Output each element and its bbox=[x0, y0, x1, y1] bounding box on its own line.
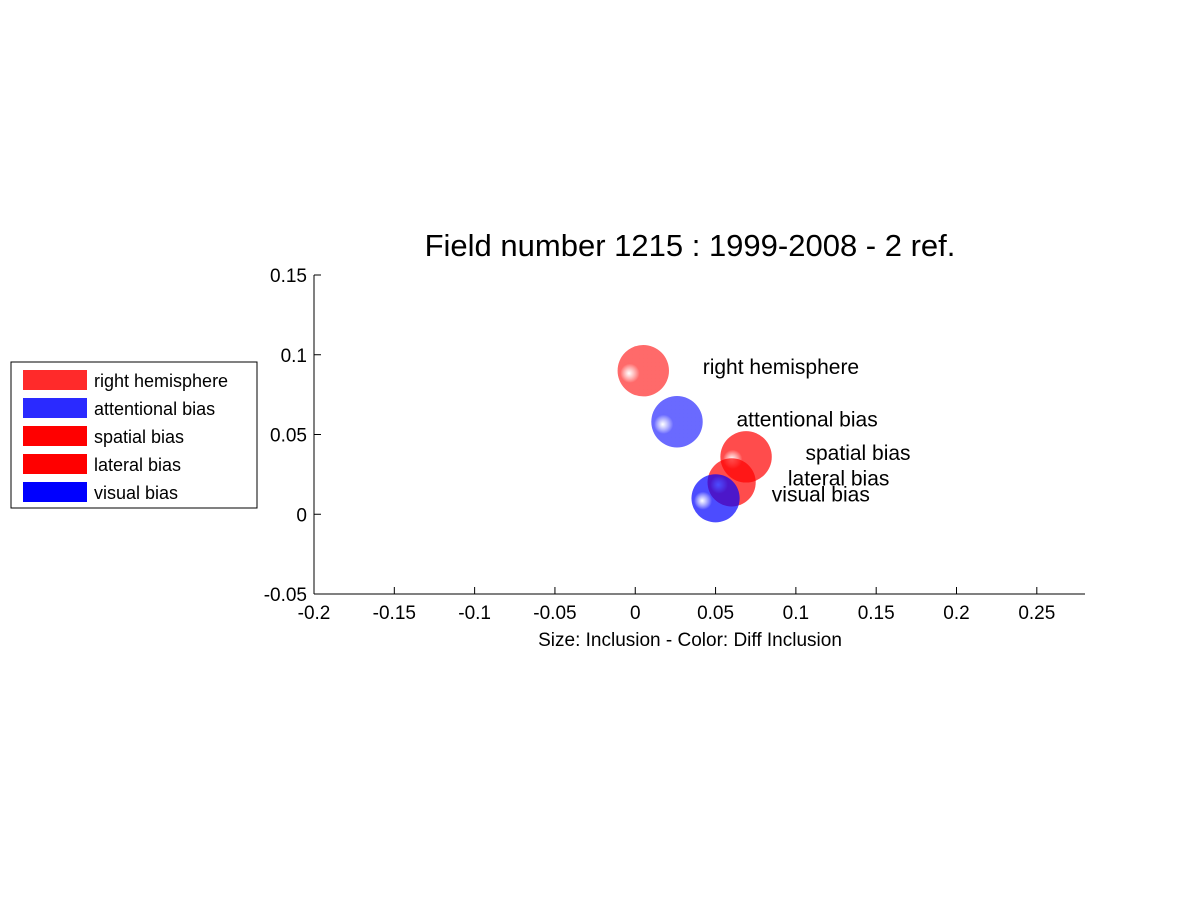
point-label-lateral-bias: lateral bias bbox=[788, 468, 890, 491]
legend-label-attentional-bias: attentional bias bbox=[94, 399, 215, 419]
point-label-spatial-bias: spatial bias bbox=[806, 442, 911, 465]
legend-label-visual-bias: visual bias bbox=[94, 483, 178, 503]
x-tick-label: -0.2 bbox=[298, 603, 331, 624]
y-tick-label: 0.05 bbox=[270, 426, 307, 447]
bubble-attentional-bias bbox=[651, 396, 703, 448]
x-tick-label: -0.15 bbox=[373, 603, 416, 624]
bubble-right-hemisphere bbox=[617, 345, 669, 397]
x-tick-label: 0.15 bbox=[858, 603, 895, 624]
x-tick-label: 0.2 bbox=[943, 603, 969, 624]
legend-swatch-lateral-bias bbox=[23, 454, 87, 474]
y-tick-label: 0.1 bbox=[281, 346, 307, 367]
legend: right hemisphere attentional bias spatial … bbox=[10, 361, 258, 509]
legend-label-right-hemisphere: right hemisphere bbox=[94, 371, 228, 391]
x-tick-label: 0.05 bbox=[697, 603, 734, 624]
legend-swatch-visual-bias bbox=[23, 482, 87, 502]
chart-title: Field number 1215 : 1999-2008 - 2 ref. bbox=[425, 228, 956, 263]
legend-swatch-spatial-bias bbox=[23, 426, 87, 446]
y-tick-label: 0 bbox=[296, 505, 307, 526]
y-tick-label: -0.05 bbox=[264, 585, 307, 606]
x-tick-label: 0.1 bbox=[783, 603, 809, 624]
legend-label-lateral-bias: lateral bias bbox=[94, 455, 181, 475]
x-tick-label: -0.1 bbox=[458, 603, 491, 624]
point-label-right-hemisphere: right hemisphere bbox=[703, 356, 859, 379]
x-axis-label: Size: Inclusion - Color: Diff Inclusion bbox=[538, 630, 842, 651]
point-label-attentional-bias: attentional bias bbox=[736, 409, 877, 432]
bubble-visual-bias bbox=[691, 474, 740, 523]
axes: -0.2 -0.15 -0.1 -0.05 0 0.05 0.1 0.15 0.2 0.25 -0.… bbox=[264, 266, 1085, 624]
bubble-layer bbox=[617, 345, 772, 523]
y-tick-label: 0.15 bbox=[270, 266, 307, 287]
x-tick-label: 0.25 bbox=[1018, 603, 1055, 624]
x-tick-label: -0.05 bbox=[533, 603, 576, 624]
point-label-visual-bias: visual bias bbox=[772, 483, 870, 506]
x-tick-label: 0 bbox=[630, 603, 641, 624]
legend-swatch-right-hemisphere bbox=[23, 370, 87, 390]
legend-swatch-attentional-bias bbox=[23, 398, 87, 418]
point-label-layer: right hemisphere attentional bias spatial … bbox=[703, 356, 911, 507]
legend-label-spatial-bias: spatial bias bbox=[94, 427, 184, 447]
